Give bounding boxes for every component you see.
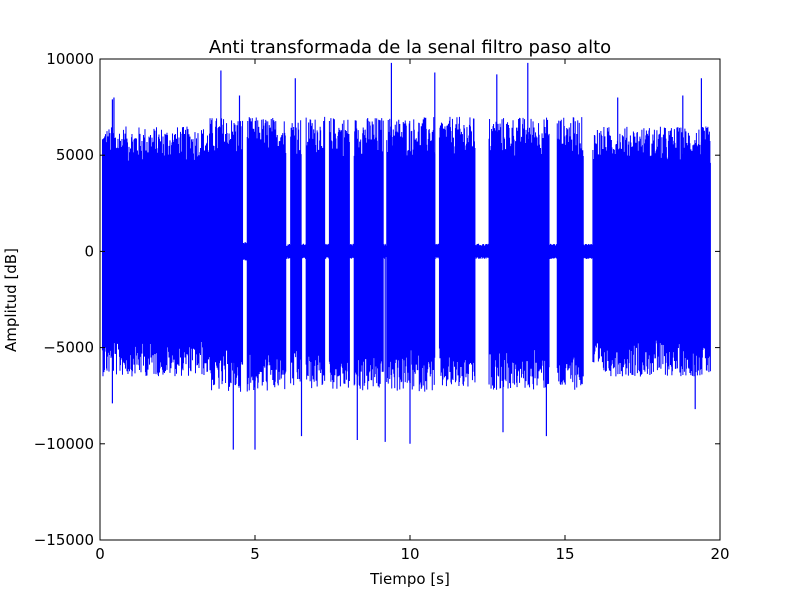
y-tick-label: −15000 — [34, 531, 94, 549]
chart-title: Anti transformada de la senal filtro pas… — [209, 37, 611, 58]
signal-segment — [353, 117, 384, 391]
signal-segment — [438, 116, 476, 387]
x-tick-label: 10 — [400, 545, 419, 563]
y-tick-label: 10000 — [46, 50, 94, 68]
x-tick-label: 5 — [250, 545, 260, 563]
signal-segment — [549, 243, 558, 259]
signal-segment — [488, 117, 550, 390]
y-axis-ticks: −15000 −10000 −5000 0 5000 10000 — [34, 50, 720, 549]
y-tick-label: −10000 — [34, 435, 94, 453]
signal-segment — [301, 243, 307, 259]
y-tick-label: −5000 — [43, 339, 94, 357]
x-axis-ticks: 0 5 10 15 20 — [95, 59, 730, 563]
signal-segment — [305, 116, 326, 389]
signal-segment — [290, 120, 302, 386]
signal-trace — [101, 62, 711, 450]
signal-segment — [556, 117, 584, 390]
x-tick-label: 0 — [95, 545, 105, 563]
x-tick-label: 15 — [555, 545, 574, 563]
x-axis-label: Tiempo [s] — [369, 570, 450, 588]
signal-segment — [246, 117, 287, 392]
signal-segment — [583, 243, 594, 259]
signal-segment — [474, 243, 490, 259]
signal-segment — [386, 117, 436, 392]
plot-area: 0 5 10 15 20 −15000 −10000 −5000 0 5000 10000 — [34, 50, 730, 563]
y-axis-label: Amplitud [dB] — [2, 248, 20, 352]
signal-segment — [242, 241, 248, 261]
signal-segment — [592, 126, 711, 377]
signal-segment — [328, 118, 350, 389]
y-tick-label: 0 — [84, 242, 94, 260]
signal-segment — [324, 243, 330, 259]
signal-segment — [285, 243, 291, 259]
signal-segment — [349, 243, 355, 259]
x-tick-label: 20 — [710, 545, 729, 563]
y-tick-label: 5000 — [56, 146, 94, 164]
signal-segment — [101, 126, 211, 377]
signal-segment — [434, 243, 440, 259]
